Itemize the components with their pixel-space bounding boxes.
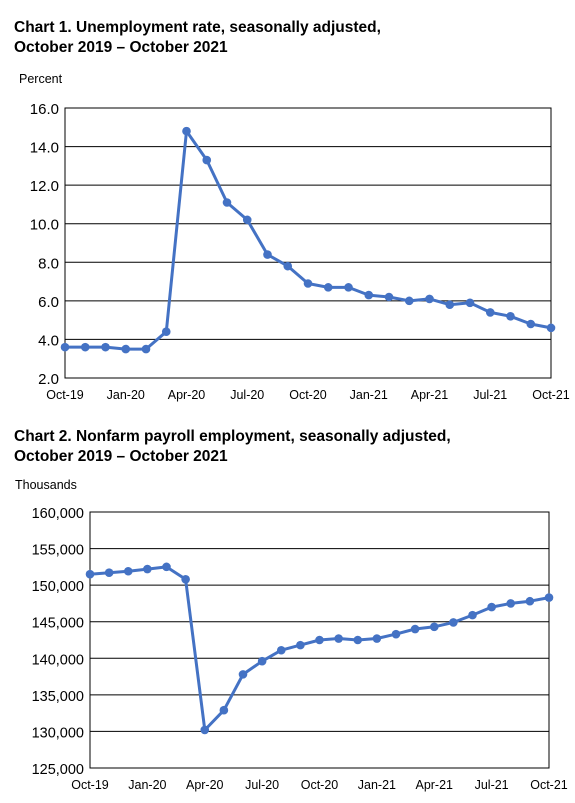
chart1-x-tick-label: Oct-20	[289, 388, 327, 402]
chart2-y-tick-label: 155,000	[32, 543, 84, 559]
chart1-data-point	[80, 342, 90, 352]
chart2-data-point	[353, 635, 363, 645]
chart2-x-tick-label: Jul-20	[245, 778, 279, 792]
chart2-data-point	[276, 645, 286, 655]
chart1-data-point	[425, 294, 434, 304]
chart2-data-point	[487, 602, 496, 612]
chart2-data-point	[181, 574, 190, 584]
chart1-x-tick-label: Jul-20	[230, 388, 264, 402]
chart1-data-point	[121, 344, 131, 354]
chart1-data-point	[222, 198, 232, 207]
chart1-x-tick-label: Jul-21	[473, 388, 507, 402]
chart2-x-tick-label: Jan-20	[128, 778, 166, 792]
chart2-data-point	[143, 564, 152, 574]
chart2-x-tick-label: Jul-21	[475, 778, 509, 792]
chart1-x-tick-label: Oct-19	[46, 388, 84, 402]
chart1-data-point	[404, 296, 414, 306]
chart1-data-point	[445, 300, 455, 310]
chart1-data-point	[182, 126, 191, 136]
chart2-title-line2: October 2019 – October 2021	[14, 448, 228, 465]
chart1-data-point	[283, 261, 293, 271]
chart1-title-line2: October 2019 – October 2021	[14, 39, 228, 56]
chart1-data-point	[263, 250, 272, 259]
chart2-y-unit-label: Thousands	[15, 478, 77, 492]
chart2-y-tick-label: 125,000	[32, 762, 84, 778]
chart1-data-point	[485, 308, 495, 317]
chart1-data-point	[526, 319, 536, 329]
chart2-data-point	[200, 725, 210, 735]
chart1-data-point	[303, 279, 313, 288]
chart1-plot: 2.0 4.0 6.0 8.0 10.0 12.0 14.0 16.0 Oct-19 Jan-20…	[30, 101, 570, 402]
chart2-data-point	[449, 618, 458, 627]
chart1-data-point	[323, 283, 333, 292]
chart2-x-tick-label: Oct-20	[301, 778, 339, 792]
chart1-x-tick-label: Jan-20	[107, 388, 145, 402]
chart1-y-tick-label: 10.0	[30, 217, 59, 234]
chart2-data-point	[104, 568, 114, 578]
chart2-plot-frame	[89, 511, 550, 769]
chart1-x-tick-label: Apr-20	[168, 388, 206, 402]
chart2-y-tick-label: 160,000	[32, 506, 84, 522]
chart2-data-point	[296, 640, 305, 650]
chart2-data-point	[85, 569, 95, 579]
chart2-x-tick-label: Oct-19	[71, 778, 109, 792]
chart1-data-point	[60, 342, 70, 352]
chart1-y-tick-label: 8.0	[38, 255, 59, 272]
chart1-data-point	[141, 344, 151, 354]
chart1-data-point	[242, 215, 252, 225]
chart2-data-point	[334, 634, 343, 643]
chart2-data-point	[429, 622, 439, 632]
chart2-x-tick-label: Apr-21	[415, 778, 453, 792]
chart2-data-point	[410, 624, 420, 634]
chart2-data-point	[238, 670, 248, 679]
chart1-plot-frame	[64, 107, 552, 379]
chart1-data-point	[506, 311, 515, 321]
chart1-data-point	[384, 292, 394, 302]
chart2-x-tick-label: Jan-21	[358, 778, 396, 792]
chart2-y-tick-label: 150,000	[32, 579, 84, 595]
chart2-data-point	[315, 635, 324, 645]
chart2-data-point	[391, 629, 401, 639]
chart1-data-point	[465, 298, 475, 308]
chart1-y-tick-label: 4.0	[38, 332, 59, 349]
chart1-y-tick-label: 12.0	[30, 178, 59, 195]
chart1-data-point	[101, 342, 110, 352]
chart1-data-point	[546, 323, 556, 333]
chart2-title-line1: Chart 2. Nonfarm payroll employment, sea…	[14, 428, 451, 445]
chart2-data-point	[123, 566, 133, 576]
chart1-data-point	[161, 327, 171, 337]
chart2-data-point	[257, 656, 267, 666]
chart1-y-tick-label: 14.0	[30, 140, 59, 157]
chart2-data-point	[506, 599, 516, 608]
chart2-data-point	[372, 634, 382, 643]
chart1-data-point	[344, 283, 353, 292]
chart2-data-point	[162, 562, 171, 572]
chart2-x-tick-label: Oct-21	[530, 778, 568, 792]
chart2-series-line	[89, 565, 550, 732]
chart1-x-tick-label: Apr-21	[411, 388, 449, 402]
chart1-y-unit-label: Percent	[19, 72, 63, 86]
chart2-data-point	[468, 610, 477, 620]
chart1-x-tick-label: Jan-21	[350, 388, 388, 402]
chart2-x-tick-label: Apr-20	[186, 778, 224, 792]
chart2-y-tick-label: 145,000	[32, 616, 84, 632]
chart1-y-tick-label: 2.0	[38, 371, 59, 388]
chart1-y-tick-label: 6.0	[38, 294, 59, 311]
chart1-y-tick-label: 16.0	[30, 101, 59, 118]
chart2-y-tick-label: 135,000	[32, 689, 84, 705]
chart2-data-point	[544, 593, 554, 602]
chart2-data-point	[525, 596, 535, 606]
chart1-data-point	[364, 290, 374, 300]
chart2-y-tick-label: 140,000	[32, 652, 84, 668]
chart1-title-line1: Chart 1. Unemployment rate, seasonally a…	[14, 19, 381, 36]
chart2-y-tick-label: 130,000	[32, 725, 84, 741]
chart1-data-point	[202, 155, 212, 165]
chart1-x-tick-label: Oct-21	[532, 388, 570, 402]
chart2-data-point	[219, 705, 229, 715]
